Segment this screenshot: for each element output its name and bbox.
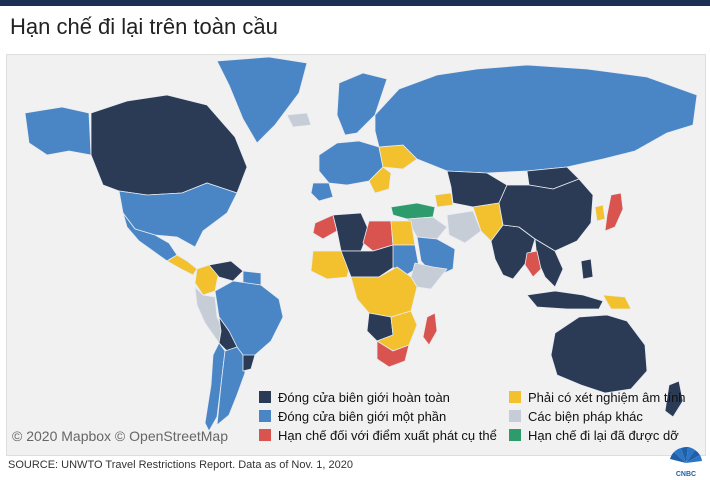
legend-label-complete-closure: Đóng cửa biên giới hoàn toàn: [278, 390, 450, 405]
legend-label-partial-closure: Đóng cửa biên giới một phần: [278, 409, 447, 424]
region-uruguay: [242, 354, 256, 372]
legend-label-lifted: Hạn chế đi lại đã được dỡ: [528, 428, 679, 443]
region-madagascar: [422, 312, 438, 346]
legend-swatch-partial-closure: [259, 410, 271, 422]
region-png: [602, 294, 632, 310]
region-philippines: [580, 258, 594, 280]
legend-swatch-negative-test: [509, 391, 521, 403]
region-egypt: [390, 220, 416, 246]
region-alaska: [24, 106, 92, 156]
legend-swatch-origin-specific: [259, 429, 271, 441]
top-accent-bar: [0, 0, 710, 6]
region-central-asia: [446, 170, 508, 208]
legend-item-negative-test: Phải có xét nghiệm âm tính: [509, 389, 686, 407]
region-central-africa: [350, 266, 418, 318]
region-venezuela: [208, 260, 244, 282]
region-algeria: [332, 212, 370, 252]
page-title: Hạn chế đi lại trên toàn cầu: [10, 14, 278, 39]
map-canvas: [24, 56, 698, 432]
region-turkey: [390, 202, 436, 220]
region-iran: [446, 210, 482, 244]
region-morocco: [312, 214, 338, 240]
region-central-america: [166, 254, 198, 276]
region-canada: [90, 94, 248, 196]
region-south-africa: [376, 340, 410, 368]
region-new-zealand: [664, 380, 684, 418]
region-australia: [550, 314, 648, 394]
legend-label-origin-specific: Hạn chế đối với điểm xuất phát cụ thể: [278, 428, 497, 443]
legend-item-partial-closure: Đóng cửa biên giới một phần: [259, 408, 446, 426]
map-attribution[interactable]: © 2020 Mapbox © OpenStreetMap: [12, 428, 228, 444]
region-iberia: [310, 182, 334, 202]
legend-item-origin-specific: Hạn chế đối với điểm xuất phát cụ thể: [259, 427, 497, 445]
region-middle-east: [406, 216, 448, 240]
legend-item-other-measures: Các biện pháp khác: [509, 408, 643, 426]
legend-item-lifted: Hạn chế đi lại đã được dỡ: [509, 427, 679, 445]
world-map[interactable]: [6, 54, 706, 456]
legend-swatch-complete-closure: [259, 391, 271, 403]
region-japan: [604, 192, 624, 232]
legend-swatch-other-measures: [509, 410, 521, 422]
region-indonesia: [526, 290, 604, 310]
region-argentina: [216, 346, 246, 426]
legend-swatch-lifted: [509, 429, 521, 441]
region-china: [498, 178, 594, 252]
svg-text:CNBC: CNBC: [676, 471, 696, 478]
legend-label-negative-test: Phải có xét nghiệm âm tính: [528, 390, 686, 405]
region-scandinavia: [336, 72, 388, 136]
cnbc-peacock-logo: CNBC: [670, 446, 702, 478]
region-thailand-cambodia: [524, 250, 542, 278]
region-greenland: [216, 56, 308, 144]
region-russia: [374, 64, 698, 174]
region-caucasus: [434, 192, 454, 208]
legend-item-complete-closure: Đóng cửa biên giới hoàn toàn: [259, 389, 450, 407]
source-note: SOURCE: UNWTO Travel Restrictions Report…: [8, 459, 353, 471]
region-balkans: [368, 166, 392, 194]
region-korea: [594, 204, 606, 222]
region-iceland: [286, 112, 312, 128]
legend-label-other-measures: Các biện pháp khác: [528, 409, 643, 424]
